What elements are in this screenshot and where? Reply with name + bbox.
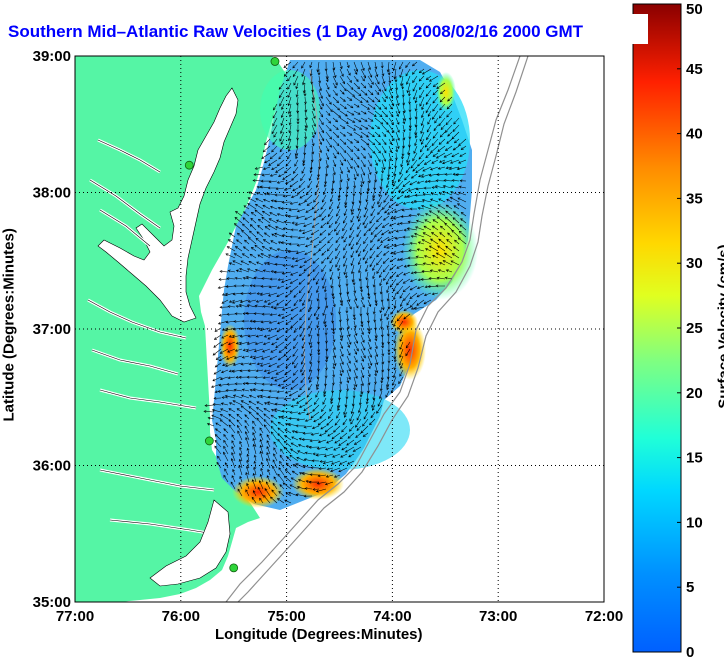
station-marker [230, 564, 238, 572]
y-tick-label: 36:00 [33, 458, 71, 475]
y-axis-label: Latitude (Degrees:Minutes) [1, 232, 18, 422]
colorbar-tick-label: 20 [686, 385, 703, 402]
x-axis-label: Longitude (Degrees:Minutes) [215, 626, 423, 643]
colorbar-tick-label: 5 [686, 579, 694, 596]
station-marker [271, 57, 279, 65]
colorbar-tick-label: 10 [686, 514, 703, 531]
x-tick-label: 75:00 [267, 608, 305, 625]
colorbar-tick-label: 25 [686, 320, 703, 337]
velocity-hotspot [390, 310, 418, 334]
y-tick-label: 39:00 [33, 48, 71, 65]
x-tick-label: 72:00 [585, 608, 623, 625]
colorbar-tick-label: 15 [686, 450, 703, 467]
map-title: Southern Mid–Atlantic Raw Velocities (1 … [8, 22, 583, 42]
x-tick-label: 74:00 [373, 608, 411, 625]
colorbar-tick-label: 50 [686, 1, 703, 18]
colorbar-tick-label: 0 [686, 644, 694, 659]
y-tick-label: 37:00 [33, 321, 71, 338]
colorbar-tick-label: 40 [686, 126, 703, 143]
colorbar-tick-label: 45 [686, 61, 703, 78]
colorbar [633, 4, 681, 652]
colorbar-tick-label: 35 [686, 190, 703, 207]
station-marker [205, 437, 213, 445]
title-occluder [628, 14, 648, 44]
colorbar-label: Surface Velocity (cm/s) [716, 217, 724, 437]
x-tick-label: 76:00 [162, 608, 200, 625]
velocity-hotspot [436, 72, 456, 112]
x-tick-label: 73:00 [479, 608, 517, 625]
y-tick-labels: 39:00 38:00 37:00 36:00 35:00 [33, 48, 71, 611]
colorbar-tick-label: 30 [686, 255, 703, 272]
velocity-patch [270, 390, 410, 470]
station-marker [185, 161, 193, 169]
y-tick-label: 38:00 [33, 185, 71, 202]
y-tick-label: 35:00 [33, 594, 71, 611]
